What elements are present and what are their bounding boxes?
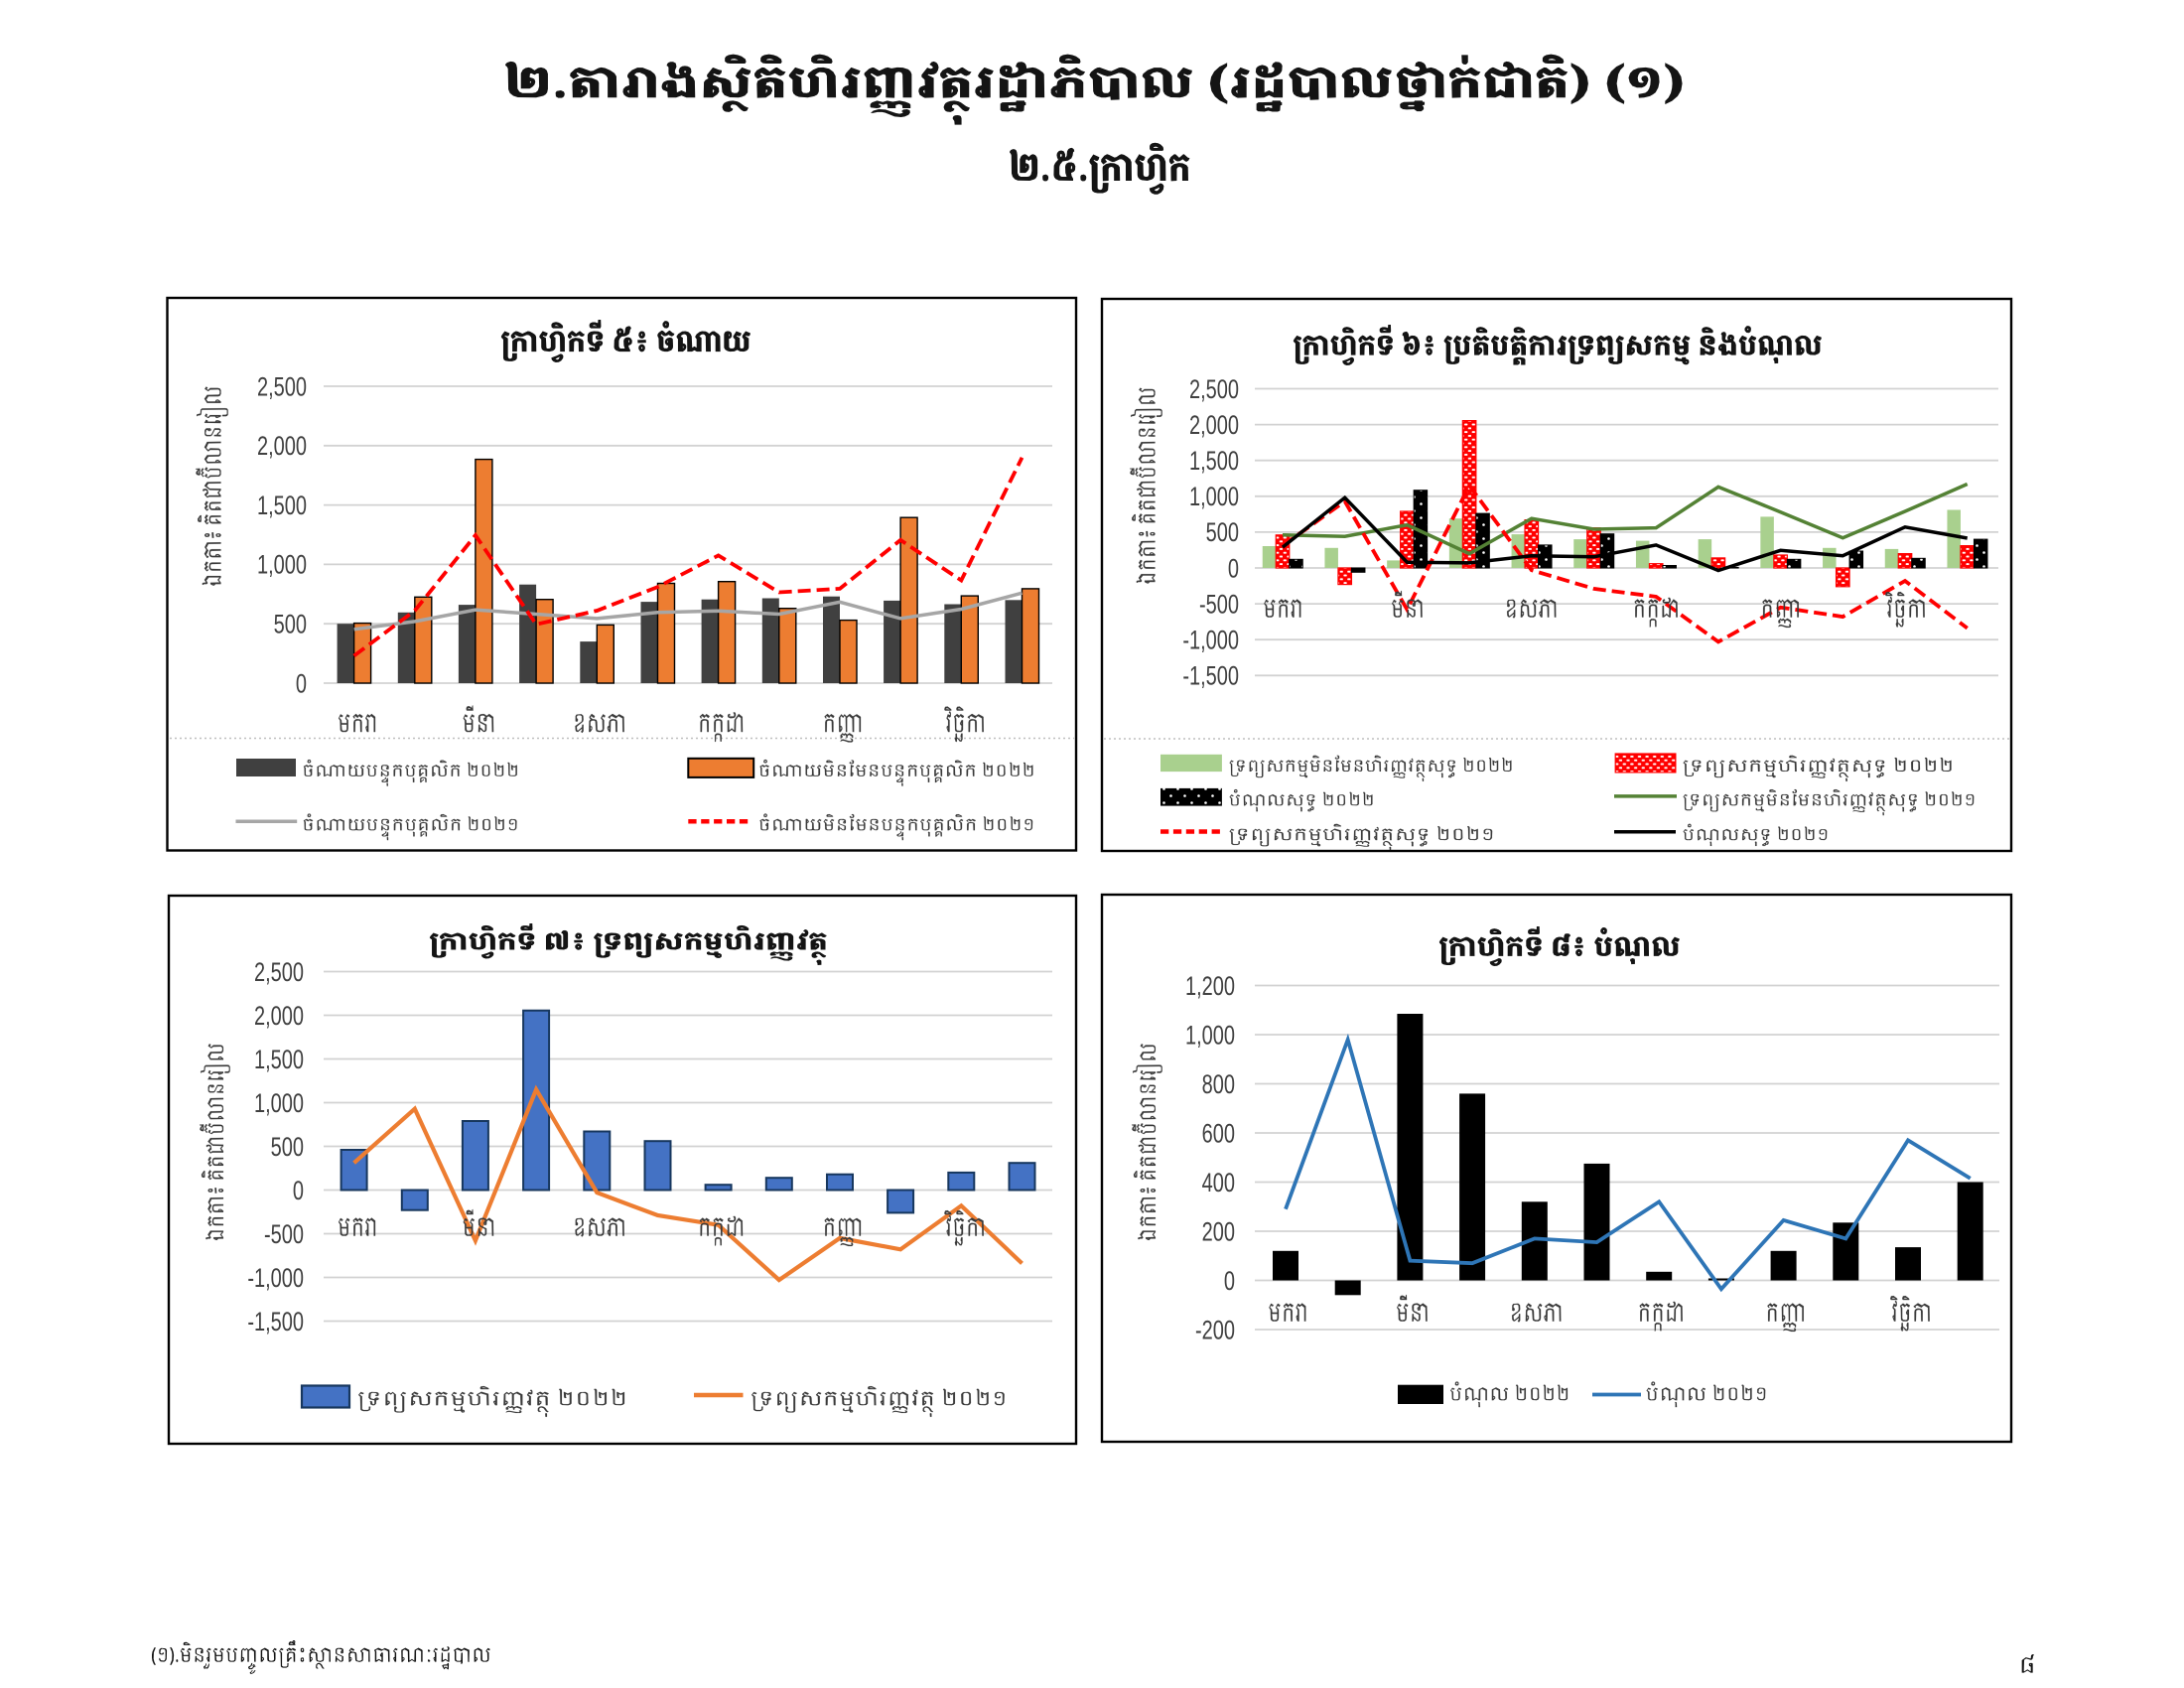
svg-text:2,500: 2,500 [257,371,307,402]
svg-text:0: 0 [1228,553,1239,584]
svg-text:-1,500: -1,500 [247,1307,304,1337]
svg-text:-500: -500 [1199,590,1239,621]
svg-text:2,000: 2,000 [257,431,307,462]
svg-text:1,000: 1,000 [1185,1020,1235,1051]
svg-text:-1,500: -1,500 [1182,661,1239,692]
svg-text:-1,000: -1,000 [247,1263,304,1294]
svg-text:400: 400 [1202,1168,1235,1198]
svg-text:-200: -200 [1195,1315,1235,1345]
svg-text:0: 0 [296,668,307,699]
svg-text:1,500: 1,500 [254,1045,304,1075]
svg-text:1,000: 1,000 [257,550,307,581]
svg-text:800: 800 [1202,1069,1235,1100]
svg-text:1,500: 1,500 [1189,446,1239,477]
svg-text:2,500: 2,500 [1189,374,1239,405]
svg-text:1,000: 1,000 [1189,482,1239,512]
svg-text:0: 0 [1224,1266,1235,1297]
svg-text:1,200: 1,200 [1185,971,1235,1002]
svg-text:500: 500 [271,1132,304,1163]
svg-text:500: 500 [274,610,307,640]
svg-text:1,000: 1,000 [254,1088,304,1119]
svg-text:200: 200 [1202,1216,1235,1247]
svg-text:2,000: 2,000 [1189,410,1239,441]
svg-text:2,500: 2,500 [254,957,304,988]
svg-text:-500: -500 [264,1219,304,1250]
svg-text:1,500: 1,500 [257,491,307,521]
svg-text:500: 500 [1206,517,1239,548]
svg-text:2,000: 2,000 [254,1001,304,1032]
svg-text:-1,000: -1,000 [1182,626,1239,656]
svg-text:0: 0 [293,1176,304,1206]
svg-text:600: 600 [1202,1118,1235,1149]
